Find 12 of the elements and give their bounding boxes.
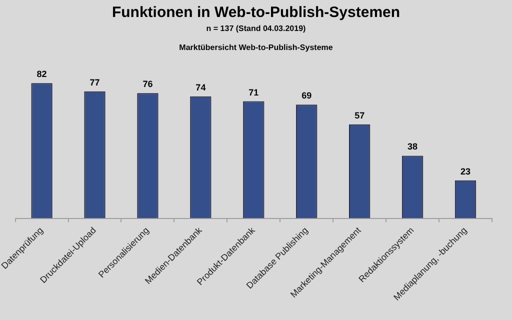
data-label: 77 [90,77,100,88]
data-label: 69 [302,90,312,101]
data-label: 23 [460,166,471,176]
data-label: 57 [354,110,365,120]
chart-subtitle: n = 137 (Stand 04.03.2019) [205,24,307,33]
text: Marktübersicht Web-to-Publish-Systeme [178,43,334,52]
data-label: 74 [196,82,206,92]
data-label: 71 [248,87,259,98]
data-label: 82 [36,69,47,80]
data-label: 76 [142,79,153,90]
data-label: 38 [408,142,418,152]
chart-title: Funktionen in Web-to-Publish-Systemen [110,4,402,21]
